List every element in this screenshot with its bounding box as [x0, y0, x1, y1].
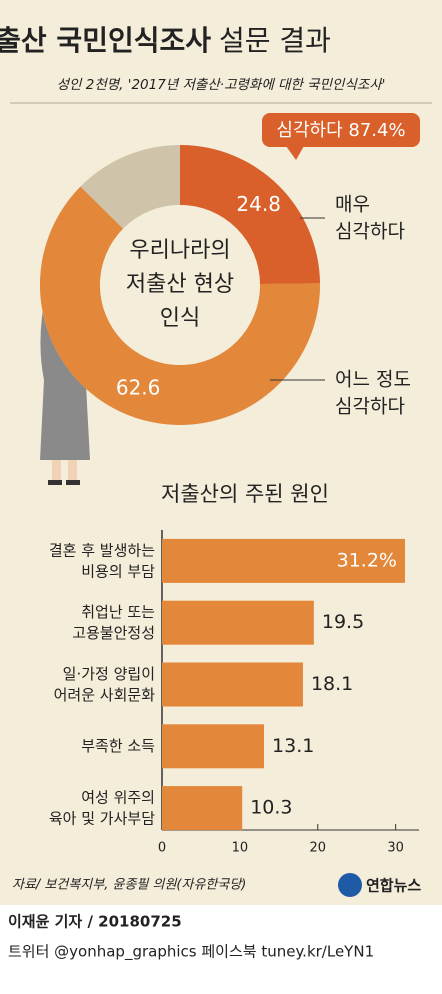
annotation-pointer — [286, 146, 304, 160]
bar — [162, 600, 314, 645]
y-tick-label: 취업난 또는 고용불안정성 — [72, 603, 155, 642]
data-label: 31.2% — [337, 549, 397, 571]
subtitle: 성인 2천명, '2017년 저출산·고령화에 대한 국민인식조사' — [57, 77, 386, 93]
center-label: 인식 — [160, 306, 200, 331]
bar — [162, 662, 303, 707]
legend-label: 매우 심각하다 — [335, 193, 405, 242]
data-label: 10.3 — [250, 797, 292, 819]
center-label: 우리나라의 — [129, 238, 230, 263]
x-tick-label: 0 — [158, 841, 166, 856]
chart-title: 저출산의 주된 원인 — [161, 482, 329, 506]
y-tick-label: 일·가정 양립이 어려운 사회문화 — [54, 665, 156, 704]
y-tick-label: 여성 위주의 육아 및 가사부담 — [49, 788, 155, 827]
x-tick-label: 30 — [387, 841, 404, 856]
bar — [162, 786, 243, 831]
bar — [162, 538, 405, 583]
logo: 연합뉴스 — [366, 877, 421, 895]
y-tick-label: 결혼 후 발생하는 비용의 부담 — [49, 541, 155, 580]
data-label: 13.1 — [272, 735, 314, 757]
donut-segment — [40, 186, 321, 425]
source: 자료/ 보건복지부, 윤종필 의원(자유한국당) — [12, 878, 246, 893]
data-label: 19.5 — [322, 611, 364, 633]
logo-icon — [338, 873, 362, 897]
title: 저출산 국민인식조사 — [0, 24, 211, 57]
annotation-box — [262, 113, 420, 147]
social: 트위터 @yonhap_graphics 페이스북 tuney.kr/LeYN1 — [8, 943, 374, 962]
annotation: 심각하다 87.4% — [276, 120, 405, 141]
bar — [162, 724, 265, 769]
title-light: 설문 결과 — [219, 24, 331, 57]
donut-segment — [180, 145, 320, 284]
x-tick-label: 10 — [232, 841, 249, 856]
byline: 이재윤 기자 / 20180725 — [8, 913, 182, 931]
x-tick-label: 20 — [309, 841, 326, 856]
data-label: 18.1 — [311, 673, 353, 695]
center-label: 저출산 현상 — [126, 272, 234, 297]
legend-label: 어느 정도 심각하다 — [335, 368, 411, 417]
data-label: 24.8 — [236, 192, 281, 216]
donut-hole — [100, 205, 260, 365]
y-tick-label: 부족한 소득 — [81, 737, 155, 755]
data-label: 62.6 — [116, 375, 161, 399]
